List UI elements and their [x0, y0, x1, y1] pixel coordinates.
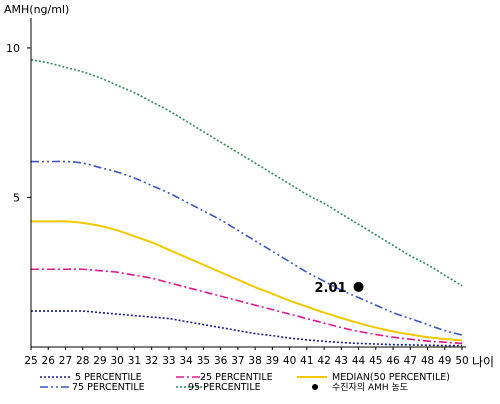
x-tick-label: 35: [197, 355, 210, 367]
x-tick-label: 30: [111, 355, 124, 367]
series-line-1: [31, 268, 463, 345]
y-tick-label: 5: [13, 191, 20, 204]
patient-amh-point: [353, 281, 364, 292]
legend-label-0: 5 PERCENTILE: [75, 372, 142, 383]
x-tick-label: 50: [455, 355, 468, 367]
y-tick-label: 10: [6, 42, 20, 55]
x-tick-label: 38: [248, 355, 261, 367]
x-tick-label: 43: [335, 355, 348, 367]
legend: 5 PERCENTILE 25 PERCENTILE MEDIAN(50 PERCE…: [40, 372, 450, 393]
legend-marker-label: 수진자의 AMH 농도: [332, 382, 408, 393]
x-tick-label: 28: [76, 355, 89, 367]
series-line-2: [31, 220, 463, 342]
x-tick-label: 47: [404, 355, 417, 367]
x-tick-label: 42: [317, 355, 330, 367]
series-line-4: [30, 59, 463, 287]
x-tick-label: 34: [179, 355, 193, 367]
x-tick-label: 27: [59, 355, 72, 367]
y-axis-label: AMH(ng/ml): [4, 3, 69, 16]
legend-label-3: 75 PERCENTILE: [72, 382, 145, 393]
x-axis-label: 나이: [472, 355, 494, 369]
x-tick-label: 49: [438, 355, 451, 367]
x-tick-label: 29: [93, 355, 106, 367]
series-line-0: [31, 310, 463, 347]
legend-label-4: 95 PERCENTILE: [188, 382, 261, 393]
x-tick-label: 32: [145, 355, 158, 367]
legend-label-2: MEDIAN(50 PERCENTILE): [332, 372, 450, 383]
patient-amh-value-label: 2.01: [314, 281, 346, 296]
x-tick-label: 48: [421, 355, 434, 367]
x-tick-label: 37: [231, 355, 244, 367]
x-tick-label: 40: [283, 355, 296, 367]
plot-area: 2.01: [30, 59, 463, 347]
x-tick-label: 25: [24, 355, 37, 367]
x-tick-label: 33: [162, 355, 175, 367]
x-ticks: 25 26 27 28 29 30 31 32 33 34 35 36 37 38 39 40 41 42 43 44…: [24, 347, 469, 367]
x-tick-label: 46: [386, 355, 400, 367]
x-tick-label: 41: [300, 355, 313, 367]
x-tick-label: 31: [128, 355, 141, 367]
y-ticks: 5 10: [6, 42, 31, 204]
series-line-3: [30, 160, 463, 336]
legend-label-1: 25 PERCENTILE: [200, 372, 273, 383]
x-tick-label: 36: [214, 355, 228, 367]
x-tick-label: 45: [369, 355, 382, 367]
legend-marker-dot: [312, 384, 318, 390]
x-tick-label: 26: [42, 355, 56, 367]
x-tick-label: 44: [352, 355, 366, 367]
axes: [30, 18, 466, 348]
x-tick-label: 39: [266, 355, 279, 367]
